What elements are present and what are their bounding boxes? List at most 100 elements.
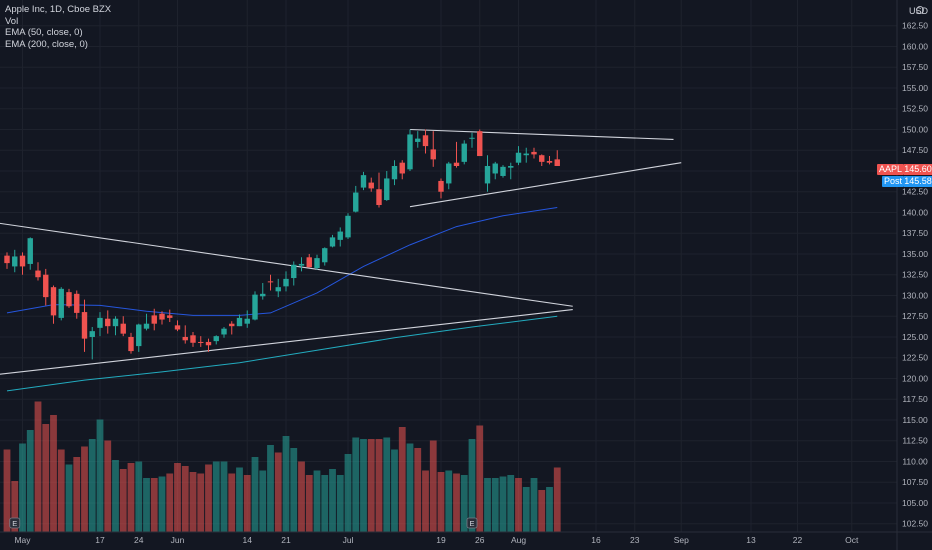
price-tick-label: 115.00 <box>902 415 928 425</box>
time-tick-label: 26 <box>475 535 485 545</box>
price-tick-label: 122.50 <box>902 353 928 363</box>
volume-bar <box>228 473 236 532</box>
post-market-price-tag: 145.58 <box>904 176 932 187</box>
time-tick-label: 13 <box>746 535 756 545</box>
volume-bar <box>398 427 406 532</box>
candle <box>159 313 165 320</box>
time-axis-panel <box>0 532 932 550</box>
ema200-line <box>6 315 558 392</box>
volume-bar <box>11 481 19 532</box>
time-tick-label: 19 <box>436 535 446 545</box>
symbol-title[interactable]: Apple Inc, 1D, Cboe BZX <box>5 4 112 15</box>
volume-bar <box>220 461 228 532</box>
volume-bar <box>360 439 367 532</box>
time-tick-label: Sep <box>674 535 689 545</box>
candle <box>539 155 545 162</box>
candle <box>515 152 522 163</box>
volume-bar <box>406 443 414 532</box>
candle <box>143 323 150 329</box>
candle <box>74 293 80 313</box>
volume-bar <box>352 437 360 532</box>
candle <box>190 335 196 343</box>
price-tick-label: 117.50 <box>902 394 928 404</box>
time-tick-label: 17 <box>95 535 105 545</box>
volume-bar <box>26 430 34 532</box>
volume-bar <box>57 449 65 532</box>
volume-bar <box>119 469 127 532</box>
volume-bar <box>50 415 57 532</box>
price-tick-label: 160.00 <box>902 41 928 51</box>
volume-bar <box>344 454 352 532</box>
volume-bar <box>484 478 491 532</box>
volume-bar <box>127 463 135 532</box>
ema50-indicator-label[interactable]: EMA (50, close, 0) <box>5 27 83 38</box>
candle <box>314 258 320 269</box>
price-tick-label: 120.00 <box>902 373 928 383</box>
time-tick-label: 14 <box>243 535 253 545</box>
volume-bar <box>96 419 104 532</box>
candle <box>151 315 157 324</box>
currency-label[interactable]: USD <box>908 6 928 16</box>
volume-bar <box>34 401 42 532</box>
price-tick-label: 162.50 <box>902 21 928 31</box>
candle <box>508 166 514 168</box>
volume-bar <box>189 472 197 532</box>
candle <box>66 292 72 307</box>
candle <box>438 180 444 192</box>
volume-bar <box>414 448 422 532</box>
ema200-indicator-label[interactable]: EMA (200, close, 0) <box>5 38 88 50</box>
price-tick-label: 107.50 <box>902 477 928 487</box>
candle <box>136 324 142 347</box>
trendline <box>409 162 682 208</box>
price-tick-label: 157.50 <box>902 62 928 72</box>
volume-bar <box>437 472 445 532</box>
volume-bar <box>65 464 73 532</box>
earnings-marker-label: E <box>469 519 474 528</box>
volume-bar <box>73 457 81 532</box>
candle <box>252 294 258 320</box>
volume-bar <box>305 475 313 532</box>
volume-bar <box>251 457 259 532</box>
candle <box>345 215 351 238</box>
volume-indicator-label[interactable]: Vol <box>5 15 19 27</box>
price-tick-label: 147.50 <box>902 145 928 155</box>
candle <box>376 189 382 206</box>
candle <box>546 161 553 163</box>
time-tick-label: May <box>14 535 31 545</box>
volume-bar <box>174 463 181 532</box>
volume-bar <box>522 487 530 532</box>
price-tick-label: 105.00 <box>902 498 928 508</box>
candle <box>267 281 274 283</box>
last-price-tag: 145.60 <box>904 164 932 175</box>
time-tick-label: 24 <box>134 535 144 545</box>
volume-bar <box>313 470 321 532</box>
candle <box>306 257 312 268</box>
candle <box>198 341 204 343</box>
candle <box>399 162 405 174</box>
candle <box>453 162 460 167</box>
price-tick-label: 142.50 <box>902 187 928 197</box>
candle <box>43 274 49 298</box>
volume-bar <box>143 478 150 532</box>
candle <box>182 336 188 341</box>
volume-bar <box>150 478 158 532</box>
candle <box>477 131 483 157</box>
volume-bar <box>166 473 174 532</box>
candle <box>35 270 41 278</box>
chart-legend: Apple Inc, 1D, Cboe BZX Vol EMA (50, clo… <box>5 4 111 50</box>
candle <box>329 237 336 247</box>
volume-bar <box>290 448 298 532</box>
volume-bar <box>422 470 429 532</box>
volume-bar <box>515 478 522 532</box>
volume-bar <box>212 461 220 532</box>
earnings-icon <box>9 517 21 529</box>
price-tick-label: 127.50 <box>902 311 928 321</box>
candle <box>291 264 297 279</box>
price-tick-label: 132.50 <box>902 270 928 280</box>
price-tick-label: 150.00 <box>902 124 928 134</box>
candle <box>337 231 343 240</box>
time-tick-label: Jun <box>171 535 185 545</box>
volume-bar <box>367 439 375 532</box>
candle <box>353 192 359 212</box>
